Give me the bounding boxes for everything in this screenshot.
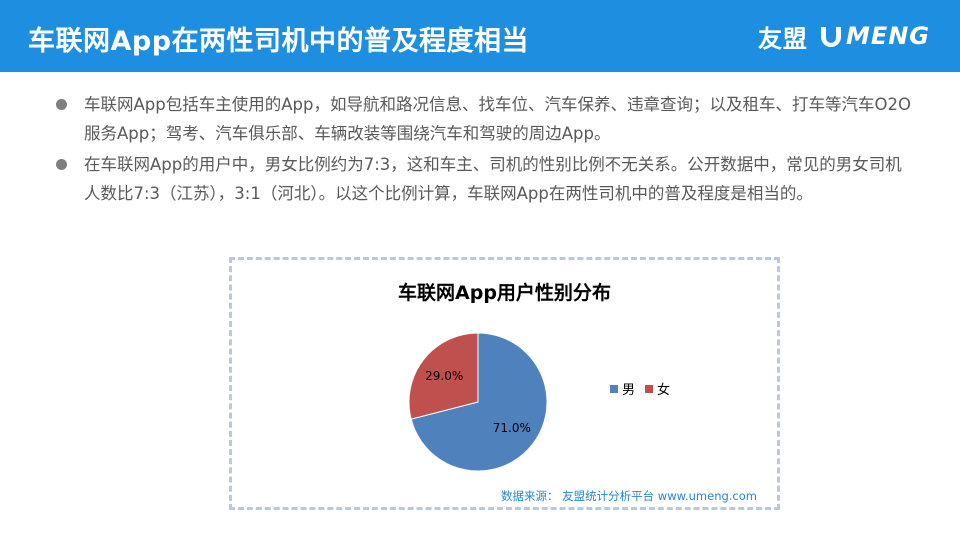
- legend-label-male: 男: [622, 383, 636, 398]
- legend-item-female: 女: [645, 379, 670, 398]
- legend-swatch-male: [610, 384, 618, 393]
- chart-legend: 男 女: [610, 379, 670, 398]
- chart-title: 车联网App用户性别分布: [398, 282, 611, 304]
- data-source: 数据来源： 友盟统计分析平台 www.umeng.com: [501, 489, 757, 503]
- umeng-u-icon: [820, 27, 841, 47]
- brand-en: MENG: [845, 22, 930, 50]
- legend-swatch-female: [645, 384, 654, 393]
- pie-label-female: 29.0%: [425, 369, 463, 383]
- bullet-item-2: 在车联网App的用户中，男女比例约为7:3，这和车主、司机的性别比例不无关系。公…: [56, 150, 916, 208]
- pie-slice-male: [410, 332, 548, 472]
- brand-logo: 友盟 MENG: [757, 20, 930, 53]
- legend-label-female: 女: [657, 383, 671, 398]
- chart-panel: 车联网App用户性别分布 71.0% 29.0% 男 女 数据来源： 友盟统计分析…: [229, 257, 780, 510]
- bullet-list: 车联网App包括车主使用的App，如导航和路况信息、找车位、汽车保养、违章查询；…: [56, 90, 916, 210]
- pie-label-male: 71.0%: [493, 421, 531, 435]
- pie-chart: 71.0% 29.0%: [408, 332, 548, 472]
- header-bar: 车联网App在两性司机中的普及程度相当 友盟 MENG: [0, 0, 960, 72]
- page-title: 车联网App在两性司机中的普及程度相当: [28, 26, 530, 57]
- bullet-item-1: 车联网App包括车主使用的App，如导航和路况信息、找车位、汽车保养、违章查询；…: [56, 90, 916, 148]
- umeng-logo: MENG: [818, 22, 930, 50]
- pie-slice-female: [408, 332, 479, 420]
- legend-item-male: 男: [610, 379, 635, 398]
- brand-cn: 友盟: [757, 24, 808, 53]
